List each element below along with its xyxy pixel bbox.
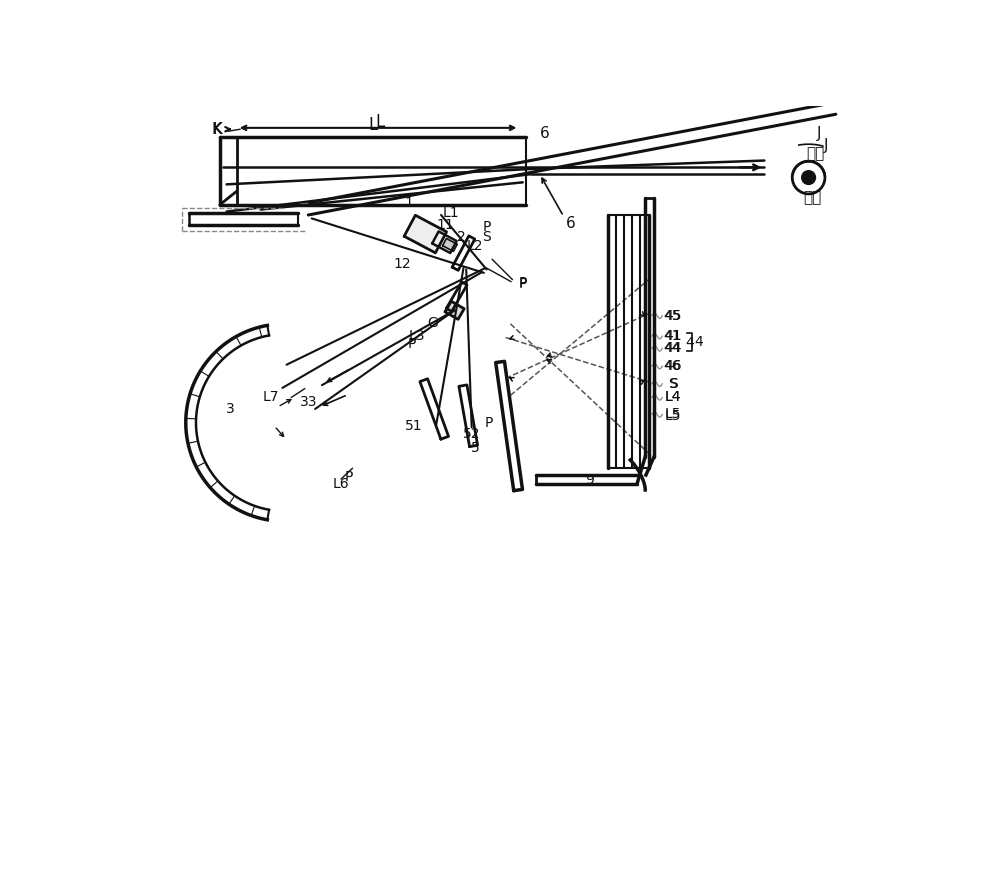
Text: 眼睛: 眼睛 (806, 146, 825, 161)
Text: L6: L6 (333, 476, 349, 491)
Text: K: K (211, 122, 221, 137)
Polygon shape (404, 215, 447, 253)
Text: 51: 51 (405, 419, 423, 433)
Text: S: S (668, 377, 677, 391)
Text: 6: 6 (565, 216, 575, 231)
Text: S: S (482, 230, 491, 244)
Text: 4: 4 (685, 336, 694, 350)
Text: S: S (669, 377, 678, 391)
Text: 2: 2 (457, 230, 466, 244)
Text: 眼睛: 眼睛 (803, 190, 821, 205)
Text: L5: L5 (664, 408, 681, 423)
Text: 6: 6 (540, 126, 550, 141)
Text: 33: 33 (300, 395, 317, 409)
Text: L4: L4 (664, 391, 681, 404)
Text: P: P (519, 276, 527, 290)
Text: 9: 9 (585, 474, 594, 487)
Text: K: K (213, 122, 223, 137)
Text: L3: L3 (409, 329, 425, 343)
Polygon shape (445, 301, 464, 319)
Text: J: J (823, 138, 828, 153)
Text: 44: 44 (664, 341, 682, 355)
Polygon shape (443, 239, 457, 251)
Text: 5: 5 (471, 441, 479, 454)
Text: L4: L4 (665, 391, 681, 404)
Text: 45: 45 (664, 309, 682, 323)
Text: P: P (484, 415, 493, 430)
Text: 52: 52 (463, 427, 480, 441)
Text: 46: 46 (664, 359, 681, 373)
Text: L: L (375, 113, 384, 132)
Text: 12: 12 (393, 257, 411, 271)
Text: P: P (519, 278, 527, 292)
Text: 45: 45 (664, 309, 681, 323)
Text: 4: 4 (694, 335, 703, 349)
Text: L1: L1 (443, 206, 460, 220)
Text: 41: 41 (664, 329, 682, 343)
Text: P: P (408, 338, 416, 351)
Text: 1: 1 (405, 195, 413, 210)
Text: 46: 46 (664, 359, 682, 373)
Text: J: J (817, 126, 822, 141)
Text: L2: L2 (467, 239, 483, 253)
Text: P: P (345, 470, 353, 484)
Text: 41: 41 (664, 329, 681, 343)
Text: 44: 44 (664, 341, 681, 355)
Text: 3: 3 (226, 402, 234, 416)
Text: L5: L5 (665, 408, 681, 422)
Text: 11: 11 (437, 218, 455, 232)
Circle shape (802, 171, 815, 185)
Text: L: L (368, 116, 378, 134)
Text: G: G (427, 316, 438, 330)
Text: P: P (482, 220, 491, 234)
Text: L7: L7 (263, 391, 279, 404)
